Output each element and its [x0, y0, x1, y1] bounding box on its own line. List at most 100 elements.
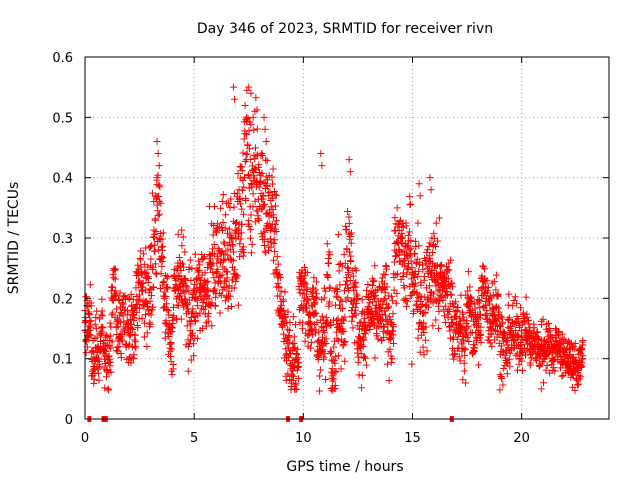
data-point	[558, 372, 566, 380]
data-point	[143, 329, 151, 337]
data-point	[495, 308, 503, 316]
data-point	[439, 287, 447, 295]
data-point	[87, 324, 95, 332]
data-point	[380, 334, 388, 342]
data-point	[392, 299, 400, 307]
data-point	[464, 268, 472, 276]
data-point	[84, 303, 92, 311]
data-point	[292, 379, 300, 387]
data-point	[106, 362, 114, 370]
data-point	[398, 223, 406, 231]
x-tick-label: 15	[404, 431, 421, 446]
data-point	[465, 302, 473, 310]
data-point	[245, 83, 253, 91]
data-point	[486, 300, 494, 308]
data-point	[158, 257, 166, 265]
data-point	[390, 339, 398, 347]
data-point	[362, 361, 370, 369]
data-point	[429, 290, 437, 298]
data-point	[147, 311, 155, 319]
data-point	[418, 324, 426, 332]
data-point	[412, 242, 420, 250]
data-point	[332, 292, 340, 300]
data-point	[347, 229, 355, 237]
data-point	[499, 318, 507, 326]
data-point	[528, 330, 536, 338]
data-point	[98, 330, 106, 338]
data-point	[350, 309, 358, 317]
data-point	[187, 276, 195, 284]
data-point	[130, 314, 138, 322]
data-point	[224, 251, 232, 259]
data-point	[577, 364, 585, 372]
data-point	[340, 317, 348, 325]
data-point	[335, 352, 343, 360]
data-point	[205, 295, 213, 303]
data-point	[214, 220, 222, 228]
data-point	[110, 274, 118, 282]
data-point	[394, 270, 402, 278]
data-point	[416, 292, 424, 300]
data-point	[498, 374, 506, 382]
data-point	[337, 365, 345, 373]
data-point	[459, 313, 467, 321]
data-point	[143, 342, 151, 350]
data-point	[294, 374, 302, 382]
data-point	[504, 301, 512, 309]
data-point	[506, 349, 514, 357]
data-point	[318, 312, 326, 320]
data-point	[383, 283, 391, 291]
data-point	[386, 345, 394, 353]
data-point	[361, 330, 369, 338]
data-point	[405, 252, 413, 260]
data-point	[291, 321, 299, 329]
data-point	[465, 338, 473, 346]
data-point	[288, 372, 296, 380]
data-point	[416, 192, 424, 200]
data-point	[106, 319, 114, 327]
data-point	[114, 348, 122, 356]
data-point	[168, 328, 176, 336]
data-point	[159, 253, 167, 261]
data-point	[349, 272, 357, 280]
y-tick-label: 0	[65, 413, 73, 428]
data-point	[109, 296, 117, 304]
data-point	[263, 182, 271, 190]
data-point	[184, 367, 192, 375]
data-point	[325, 298, 333, 306]
data-point	[308, 325, 316, 333]
data-point	[247, 89, 255, 97]
data-point	[331, 359, 339, 367]
data-point	[220, 256, 228, 264]
data-point	[188, 329, 196, 337]
data-point	[340, 251, 348, 259]
data-point	[268, 223, 276, 231]
data-point	[167, 352, 175, 360]
data-point	[380, 323, 388, 331]
data-point	[323, 272, 331, 280]
data-point	[253, 106, 261, 114]
y-tick-label: 0.4	[52, 172, 73, 187]
data-point	[371, 262, 379, 270]
data-point	[341, 259, 349, 267]
data-point	[192, 293, 200, 301]
data-point	[281, 288, 289, 296]
data-point	[237, 229, 245, 237]
data-point	[452, 298, 460, 306]
data-point	[282, 345, 290, 353]
data-point	[480, 276, 488, 284]
data-point	[382, 262, 390, 270]
data-point	[299, 319, 307, 327]
data-point	[239, 149, 247, 157]
data-point	[89, 347, 97, 355]
data-point	[331, 382, 339, 390]
data-point	[364, 281, 372, 289]
data-point	[285, 338, 293, 346]
data-point	[542, 366, 550, 374]
data-point	[526, 361, 534, 369]
data-point	[347, 239, 355, 247]
data-point	[399, 257, 407, 265]
data-point	[163, 306, 171, 314]
data-point	[134, 324, 142, 332]
data-point	[490, 278, 498, 286]
